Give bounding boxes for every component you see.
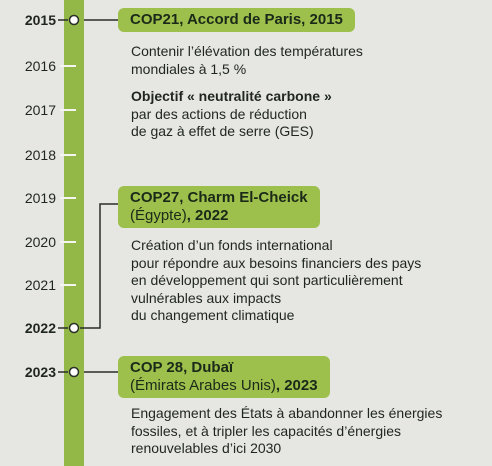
description-line: Engagement des États à abandonner les én… xyxy=(131,405,443,421)
description-line: pour répondre aux besoins financiers des… xyxy=(131,254,422,271)
event-year: , 2022 xyxy=(186,207,229,224)
year-dot xyxy=(68,366,80,378)
event-title: COP 28, Dubaï xyxy=(130,359,234,376)
year-label: 2023 xyxy=(24,364,56,380)
description-line: Objectif « neutralité carbone » xyxy=(131,88,332,104)
year-label: 2018 xyxy=(24,147,56,163)
description-line: fossiles, et à tripler les capacités d’é… xyxy=(131,422,402,439)
event-title: COP21, Accord de Paris, 2015 xyxy=(130,11,343,28)
description-line: Contenir l’élévation des températures xyxy=(131,43,363,59)
year-label: 2015 xyxy=(24,12,56,28)
year-dot xyxy=(68,14,80,26)
description-line: renouvelables d’ici 2030 xyxy=(131,440,282,456)
event-description: Contenir l’élévation des températures mon… xyxy=(131,43,363,141)
event-title-box: COP27, Charm El-Cheick (Égypte), 2022 xyxy=(118,186,320,228)
event-place: (Égypte) xyxy=(130,207,187,224)
connector xyxy=(80,203,118,329)
description-line: Création d’un fonds international xyxy=(131,237,333,253)
year-dot xyxy=(68,322,80,334)
description-line: vulnérables aux impacts xyxy=(131,289,282,306)
event-description: Engagement des États à abandonner les én… xyxy=(131,405,442,458)
timeline-bar xyxy=(64,0,84,466)
year-label: 2017 xyxy=(24,102,56,118)
description-line: de gaz à effet de serre (GES) xyxy=(131,123,314,139)
event-title-box: COP21, Accord de Paris, 2015 xyxy=(118,8,355,32)
event-title-box: COP 28, Dubaï (Émirats Arabes Unis), 2023 xyxy=(118,356,330,398)
year-label: 2020 xyxy=(24,234,56,250)
event-year: , 2023 xyxy=(275,377,318,394)
event-title: COP27, Charm El-Cheick xyxy=(130,189,308,206)
event-description: Création d’un fonds international pour ré… xyxy=(131,237,421,325)
description-line: mondiales à 1,5 % xyxy=(131,60,247,77)
description-line: en développement qui sont particulièreme… xyxy=(131,272,403,288)
event-subtitle: (Égypte), 2022 xyxy=(130,207,308,225)
description-line: par des actions de réduction xyxy=(131,105,307,122)
event-subtitle: (Émirats Arabes Unis), 2023 xyxy=(130,377,318,395)
description-line: du changement climatique xyxy=(131,307,295,323)
year-label: 2019 xyxy=(24,190,56,206)
year-label: 2021 xyxy=(24,277,56,293)
year-label: 2022 xyxy=(24,320,56,336)
year-label: 2016 xyxy=(24,58,56,74)
event-place: (Émirats Arabes Unis) xyxy=(130,377,276,394)
